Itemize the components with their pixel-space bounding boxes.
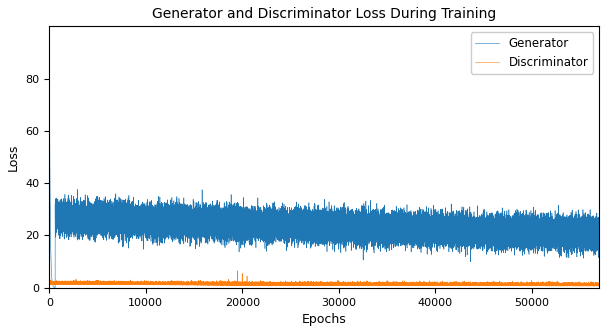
- Discriminator: [596, 284, 603, 288]
- Generator: [52, 286, 59, 290]
- X-axis label: Epochs: Epochs: [302, 313, 347, 326]
- Discriminator: [97, 282, 104, 286]
- Generator: [97, 218, 104, 222]
- Generator: [133, 208, 141, 212]
- Generator: [576, 231, 584, 235]
- Discriminator: [80, 282, 87, 286]
- Discriminator: [45, 281, 53, 285]
- Generator: [596, 216, 603, 220]
- Legend: Generator, Discriminator: Generator, Discriminator: [471, 32, 593, 74]
- Line: Generator: Generator: [49, 45, 599, 288]
- Discriminator: [576, 282, 583, 286]
- Discriminator: [133, 282, 141, 286]
- Y-axis label: Loss: Loss: [7, 143, 20, 171]
- Discriminator: [234, 269, 241, 273]
- Line: Discriminator: Discriminator: [49, 271, 599, 286]
- Discriminator: [223, 283, 230, 287]
- Generator: [45, 43, 53, 47]
- Generator: [576, 212, 583, 216]
- Generator: [80, 222, 87, 226]
- Discriminator: [576, 283, 584, 287]
- Discriminator: [594, 284, 601, 288]
- Generator: [223, 216, 230, 220]
- Title: Generator and Discriminator Loss During Training: Generator and Discriminator Loss During …: [152, 7, 496, 21]
